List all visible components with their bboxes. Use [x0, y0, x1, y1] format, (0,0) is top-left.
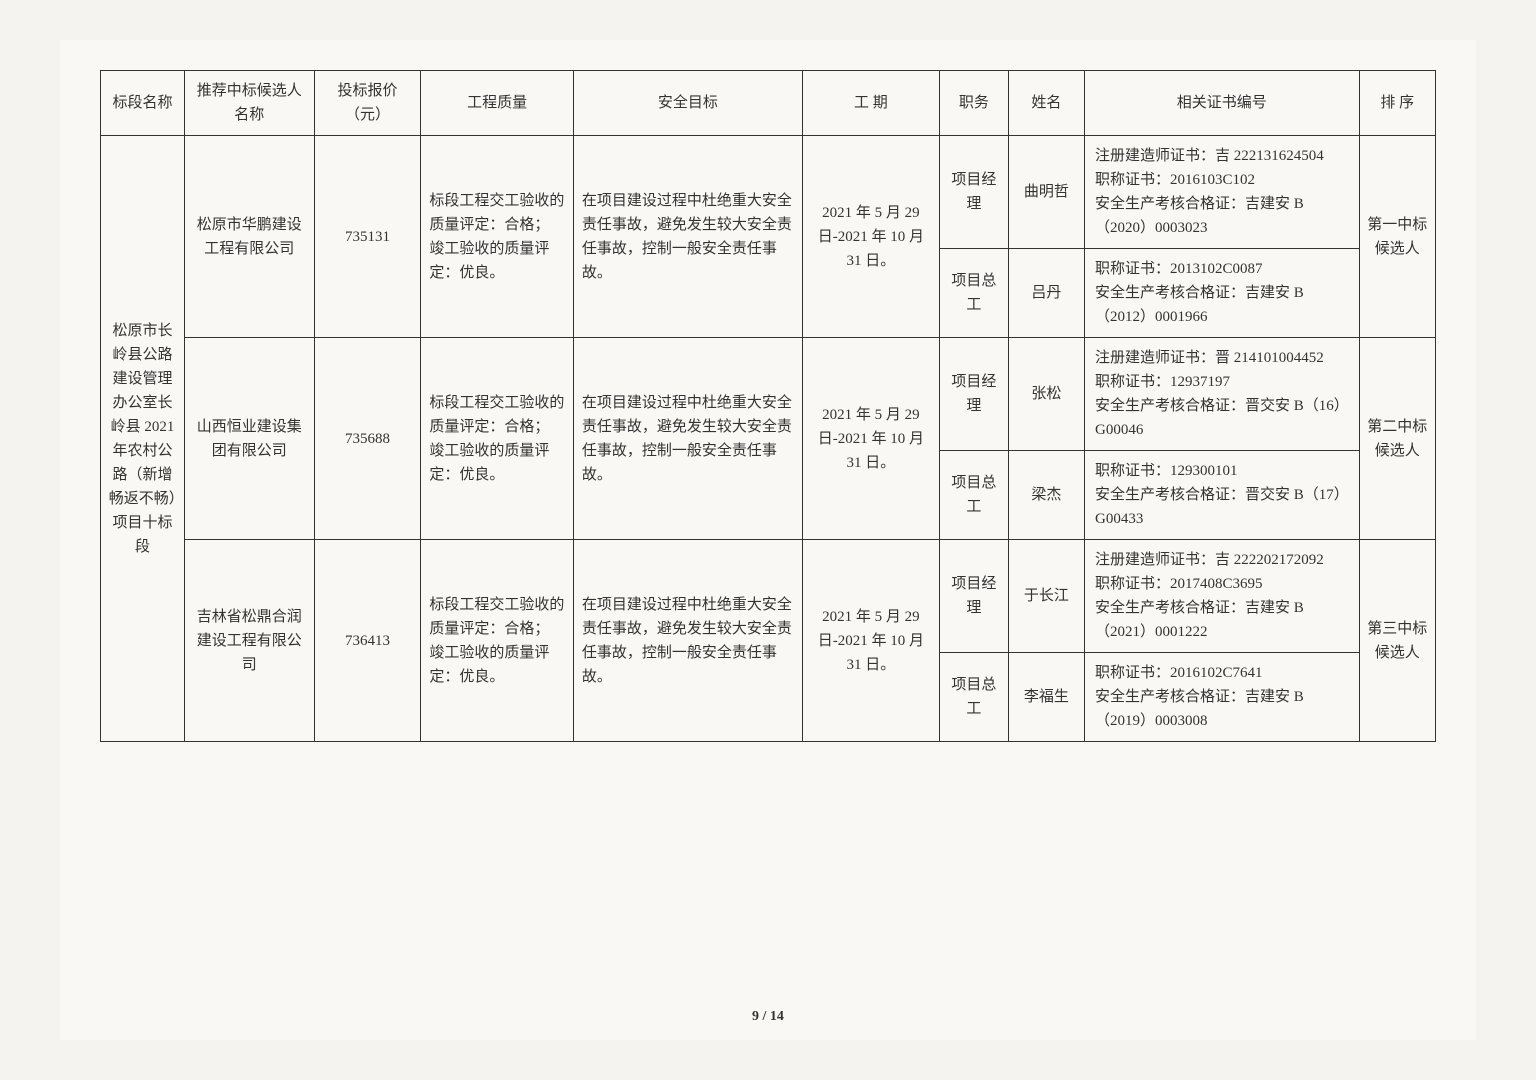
- col-header-rank: 排 序: [1359, 71, 1435, 136]
- col-header-safety: 安全目标: [573, 71, 802, 136]
- table-row: 山西恒业建设集团有限公司 735688 标段工程交工验收的质量评定：合格；竣工验…: [101, 338, 1436, 451]
- col-header-section: 标段名称: [101, 71, 185, 136]
- cell-cert: 注册建造师证书：吉 222202172092职称证书：2017408C3695安…: [1085, 540, 1360, 653]
- cell-price: 735131: [314, 136, 421, 338]
- cell-quality: 标段工程交工验收的质量评定：合格；竣工验收的质量评定：优良。: [421, 540, 574, 742]
- cell-cert: 职称证书：2013102C0087安全生产考核合格证：吉建安 B（2012）00…: [1085, 249, 1360, 338]
- col-header-quality: 工程质量: [421, 71, 574, 136]
- cell-person-name: 吕丹: [1008, 249, 1084, 338]
- cell-rank: 第一中标候选人: [1359, 136, 1435, 338]
- cell-role: 项目总工: [940, 451, 1009, 540]
- cell-price: 735688: [314, 338, 421, 540]
- cell-period: 2021 年 5 月 29 日-2021 年 10 月 31 日。: [802, 540, 939, 742]
- cell-rank: 第三中标候选人: [1359, 540, 1435, 742]
- cell-price: 736413: [314, 540, 421, 742]
- bid-candidates-table: 标段名称 推荐中标候选人名称 投标报价（元） 工程质量 安全目标 工 期 职务 …: [100, 70, 1436, 742]
- col-header-period: 工 期: [802, 71, 939, 136]
- cell-safety: 在项目建设过程中杜绝重大安全责任事故，避免发生较大安全责任事故，控制一般安全责任…: [573, 540, 802, 742]
- col-header-name: 姓名: [1008, 71, 1084, 136]
- cell-rank: 第二中标候选人: [1359, 338, 1435, 540]
- cell-person-name: 梁杰: [1008, 451, 1084, 540]
- col-header-company: 推荐中标候选人名称: [184, 71, 314, 136]
- cell-role: 项目经理: [940, 540, 1009, 653]
- col-header-role: 职务: [940, 71, 1009, 136]
- cell-role: 项目总工: [940, 249, 1009, 338]
- table-row: 松原市长岭县公路建设管理办公室长岭县 2021 年农村公路（新增畅返不畅）项目十…: [101, 136, 1436, 249]
- cell-quality: 标段工程交工验收的质量评定：合格；竣工验收的质量评定：优良。: [421, 338, 574, 540]
- cell-safety: 在项目建设过程中杜绝重大安全责任事故，避免发生较大安全责任事故，控制一般安全责任…: [573, 136, 802, 338]
- cell-cert: 注册建造师证书：吉 222131624504职称证书：2016103C102安全…: [1085, 136, 1360, 249]
- cell-cert: 职称证书：2016102C7641安全生产考核合格证：吉建安 B（2019）00…: [1085, 653, 1360, 742]
- table-row: 吉林省松鼎合润建设工程有限公司 736413 标段工程交工验收的质量评定：合格；…: [101, 540, 1436, 653]
- cell-company: 松原市华鹏建设工程有限公司: [184, 136, 314, 338]
- cell-role: 项目经理: [940, 136, 1009, 249]
- page-number: 9 / 14: [60, 1009, 1476, 1025]
- cell-company: 吉林省松鼎合润建设工程有限公司: [184, 540, 314, 742]
- cell-cert: 职称证书：129300101安全生产考核合格证：晋交安 B（17）G00433: [1085, 451, 1360, 540]
- cell-period: 2021 年 5 月 29 日-2021 年 10 月 31 日。: [802, 338, 939, 540]
- cell-person-name: 张松: [1008, 338, 1084, 451]
- col-header-cert: 相关证书编号: [1085, 71, 1360, 136]
- cell-quality: 标段工程交工验收的质量评定：合格；竣工验收的质量评定：优良。: [421, 136, 574, 338]
- cell-safety: 在项目建设过程中杜绝重大安全责任事故，避免发生较大安全责任事故，控制一般安全责任…: [573, 338, 802, 540]
- cell-person-name: 李福生: [1008, 653, 1084, 742]
- cell-company: 山西恒业建设集团有限公司: [184, 338, 314, 540]
- cell-role: 项目总工: [940, 653, 1009, 742]
- table-header: 标段名称 推荐中标候选人名称 投标报价（元） 工程质量 安全目标 工 期 职务 …: [101, 71, 1436, 136]
- cell-section-name: 松原市长岭县公路建设管理办公室长岭县 2021 年农村公路（新增畅返不畅）项目十…: [101, 136, 185, 742]
- cell-cert: 注册建造师证书：晋 214101004452职称证书：12937197安全生产考…: [1085, 338, 1360, 451]
- cell-person-name: 曲明哲: [1008, 136, 1084, 249]
- cell-person-name: 于长江: [1008, 540, 1084, 653]
- document-page: 标段名称 推荐中标候选人名称 投标报价（元） 工程质量 安全目标 工 期 职务 …: [60, 40, 1476, 1040]
- col-header-price: 投标报价（元）: [314, 71, 421, 136]
- table-body: 松原市长岭县公路建设管理办公室长岭县 2021 年农村公路（新增畅返不畅）项目十…: [101, 136, 1436, 742]
- cell-period: 2021 年 5 月 29 日-2021 年 10 月 31 日。: [802, 136, 939, 338]
- cell-role: 项目经理: [940, 338, 1009, 451]
